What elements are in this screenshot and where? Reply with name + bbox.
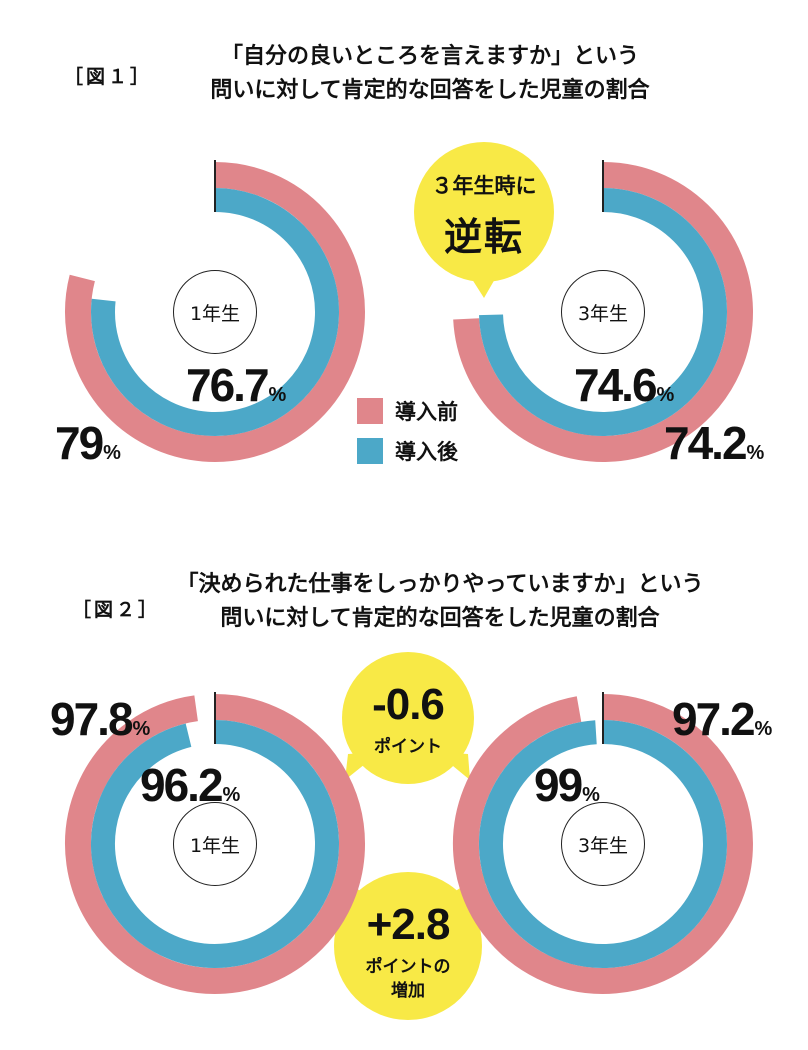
- fig1-grade3-after-label: 74.6%: [574, 359, 675, 411]
- legend-after-swatch: [357, 438, 383, 464]
- fig2-grade1-before-arc: [65, 694, 365, 994]
- fig1-grade3-after-arc: [479, 188, 727, 436]
- bubble-plus-caption1: ポイントの: [365, 957, 451, 977]
- fig1-title-line1: 「自分の良いところを言えますか」という: [220, 44, 639, 69]
- fig2-grade3-after-arc: [478, 720, 727, 968]
- bubble-reversal-line2: 逆転: [443, 215, 524, 259]
- fig1-center-grade1: 1年生: [173, 270, 257, 354]
- fig1-grade1-after-arc: [91, 188, 339, 436]
- fig1-title-line2: 問いに対して肯定的な回答をした児童の割合: [210, 78, 650, 103]
- fig2-grade1-after-label: 96.2%: [140, 759, 241, 811]
- fig1-title: 「自分の良いところを言えますか」という 問いに対して肯定的な回答をした児童の割合: [150, 40, 710, 108]
- fig1-label: ［図１］: [64, 66, 153, 88]
- bubble-plus-value: +2.8: [366, 900, 451, 949]
- bubble-reversal-circle: [414, 142, 554, 282]
- bubble-reversal: [414, 142, 554, 298]
- legend-after: 導入後: [357, 436, 458, 466]
- fig1-grade3-before-arc: [453, 162, 753, 462]
- fig1-center-grade3: 3年生: [561, 270, 645, 354]
- fig2-center-grade1: 1年生: [173, 802, 257, 886]
- legend-before: 導入前: [357, 396, 458, 426]
- fig2-title: 「決められた仕事をしっかりやっていますか」という 問いに対して肯定的な回答をした…: [140, 568, 740, 636]
- fig2-center-grade3: 3年生: [561, 802, 645, 886]
- bubble-minus-caption: ポイント: [374, 737, 442, 757]
- bubble-minus-value: -0.6: [372, 680, 445, 729]
- fig2-grade3-after-label: 99%: [534, 759, 600, 811]
- legend-after-text: 導入後: [395, 440, 458, 464]
- bubble-plus-caption2: 増加: [391, 981, 425, 1001]
- fig1-grade1-before-arc: [65, 162, 365, 462]
- bubble-reversal-line1: ３年生時に: [431, 174, 537, 198]
- bubble-minus-circle: [342, 652, 474, 784]
- legend-before-swatch: [357, 398, 383, 424]
- fig1-grade1-before-label: 79%: [55, 417, 121, 469]
- fig2-grade3-before-arc: [453, 694, 753, 994]
- bubble-minus: [342, 652, 474, 784]
- legend-before-text: 導入前: [395, 400, 458, 424]
- fig2-grade1-before-label: 97.8%: [50, 693, 151, 745]
- fig1-grade3-before-label: 74.2%: [664, 417, 765, 469]
- fig1-grade1-after-label: 76.7%: [186, 359, 287, 411]
- fig2-title-line1: 「決められた仕事をしっかりやっていますか」という: [176, 572, 704, 597]
- fig2-title-line2: 問いに対して肯定的な回答をした児童の割合: [220, 606, 660, 631]
- fig2-label: ［図２］: [72, 599, 161, 621]
- fig2-grade1-after-arc: [91, 720, 340, 968]
- bubble-plus-circle: [334, 872, 482, 1020]
- fig2-grade3-before-label: 97.2%: [672, 693, 773, 745]
